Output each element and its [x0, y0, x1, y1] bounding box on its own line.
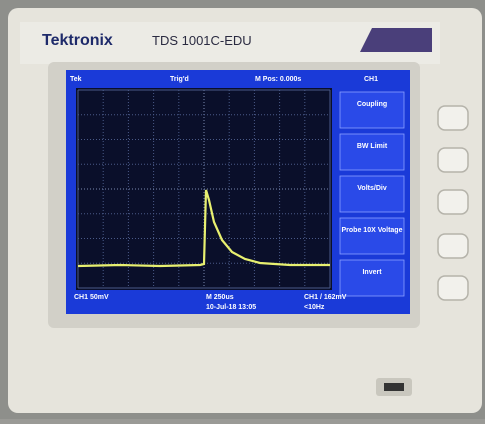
waveform: [77, 189, 330, 268]
menu-box: [339, 91, 405, 129]
button: [437, 189, 469, 215]
menu-item: Invert: [362, 269, 382, 276]
button: [437, 275, 469, 301]
trigger-state: Trig'd: [170, 76, 189, 83]
button: [437, 105, 469, 131]
menu-box: [339, 217, 405, 255]
channel-scale: CH1 50mV: [74, 294, 109, 301]
brand: Tektronix: [42, 32, 113, 49]
status-left: Tek: [70, 76, 82, 83]
menu-box: [339, 175, 405, 213]
menu-item: Coupling: [357, 101, 387, 108]
menu-item: Probe 10X Voltage: [342, 227, 403, 234]
model: TDS 1001C-EDU: [152, 33, 252, 48]
buttons: [437, 105, 469, 301]
frequency: <10Hz: [304, 304, 325, 311]
channel: CH1: [364, 76, 378, 83]
menu-item: Volts/Div: [357, 185, 387, 192]
grid: [77, 89, 331, 289]
menu-box: [339, 259, 405, 297]
position: M Pos: 0.000s: [255, 76, 301, 83]
usb-slot: [384, 383, 404, 391]
badge: [360, 28, 432, 52]
menu: Coupling BW Limit Volts/Div Probe 10X Volta…: [339, 91, 405, 297]
trigger: CH1 / 162mV: [304, 294, 347, 301]
button: [437, 233, 469, 259]
date: 10-Jul-18 13:05: [206, 304, 256, 311]
menu-box: [339, 133, 405, 171]
button: [437, 147, 469, 173]
menu-item: BW Limit: [357, 143, 388, 150]
time-scale: M 250us: [206, 294, 234, 301]
